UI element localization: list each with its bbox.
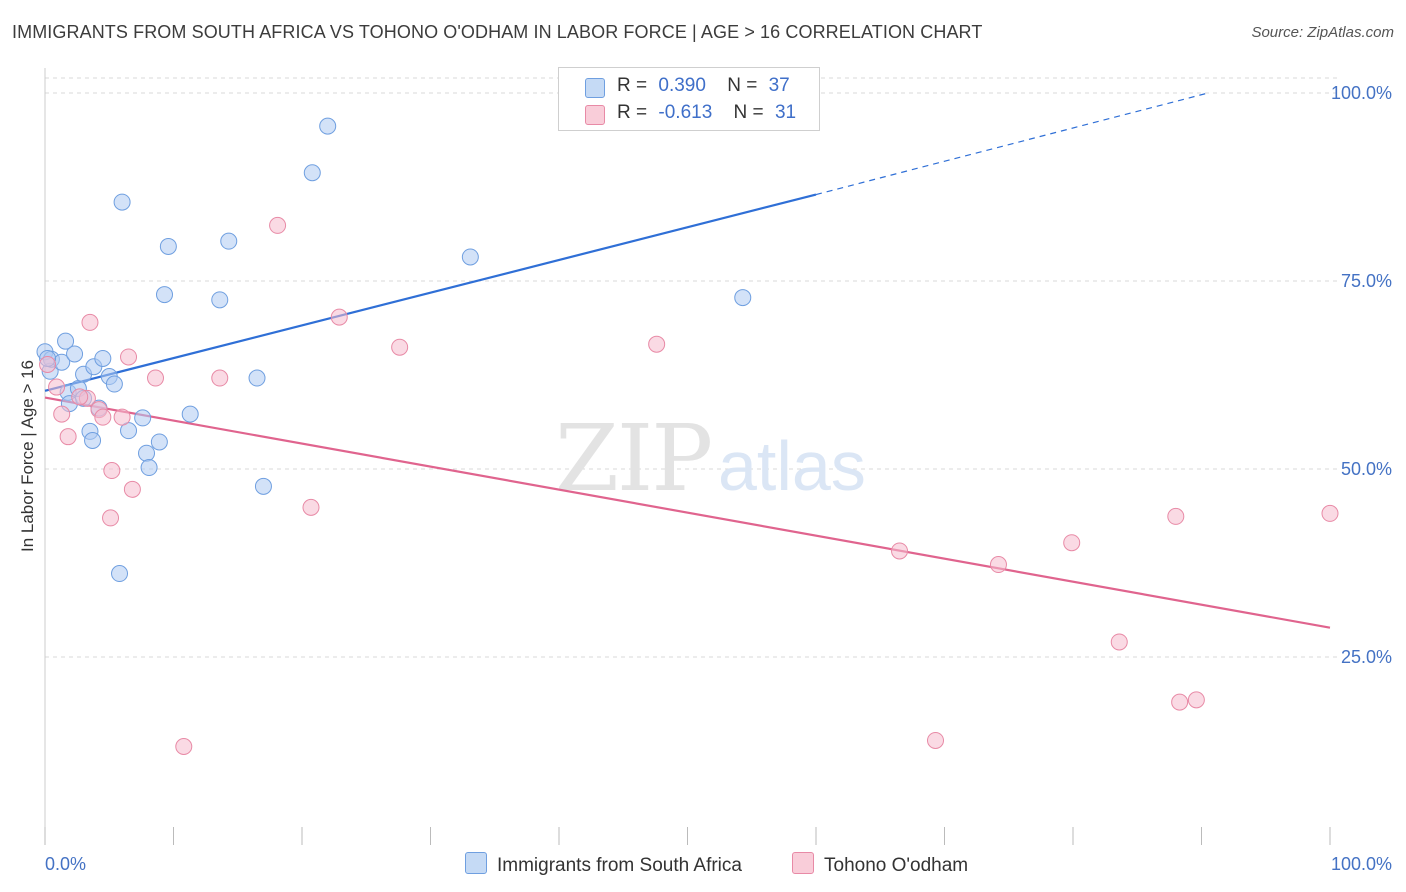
blue-point [248,369,266,387]
blue-point [254,477,272,495]
x-tick-label: 0.0% [45,854,86,874]
pink-point [391,338,409,356]
blue-point [105,375,123,393]
pink-point [211,369,229,387]
bottom-legend-label-pink: Tohono O'odham [824,855,969,876]
pink-point [113,408,131,426]
blue-point [220,232,238,250]
y-tick-label: 25.0% [1341,647,1392,667]
axes [44,68,1331,845]
blue-point [111,565,129,583]
bottom-legend-swatch-pink [792,852,814,874]
y-tick-label: 100.0% [1331,83,1392,103]
pink-point [48,378,66,396]
chart-title: IMMIGRANTS FROM SOUTH AFRICA VS TOHONO O… [12,22,983,42]
legend-r-value: -0.613 [658,102,713,123]
pink-point [1110,633,1128,651]
blue-point [734,289,752,307]
trend-lines [44,92,1331,629]
pink-point [102,509,120,527]
trend-line-blue [44,193,817,392]
x-tick-label: 100.0% [1331,854,1392,874]
pink-point [175,737,193,755]
pink-point [103,462,121,480]
y-tick-label: 50.0% [1341,459,1392,479]
blue-point [94,349,112,367]
gridlines [45,77,1338,658]
pink-point [269,216,287,234]
blue-point [134,409,152,427]
pink-point [1321,504,1339,522]
blue-point [140,459,158,477]
pink-point [330,308,348,326]
legend-r-value: 0.390 [658,75,706,96]
blue-point [150,433,168,451]
pink-point [891,542,909,560]
legend-n-value: 37 [768,75,790,96]
tick-labels: 25.0% 50.0% 75.0% 100.0% 0.0% 100.0% [45,83,1392,874]
pink-point [648,335,666,353]
y-tick-label: 75.0% [1341,271,1392,291]
pink-point [59,428,77,446]
watermark-zip: ZIP [555,405,711,512]
pink-point [120,348,138,366]
legend-n-label: N = [733,102,764,123]
legend-swatch-blue [585,78,605,98]
pink-point [1187,691,1205,709]
blue-point [66,345,84,363]
bottom-legend-pink: Tohono O'odham [792,852,968,877]
pink-point [302,498,320,516]
legend-swatch-pink [585,105,605,125]
data-points [36,117,1339,755]
watermark-atlas: atlas [718,427,866,505]
pink-point [927,731,945,749]
blue-point [113,193,131,211]
pink-point [1167,507,1185,525]
blue-point [303,164,321,182]
blue-point [159,237,177,255]
pink-point [1171,693,1189,711]
stats-legend: R = 0.390 N = 37 R = -0.613 N = 31 [558,67,820,131]
pink-point [71,388,89,406]
blue-point [138,444,156,462]
legend-n-label: N = [727,75,758,96]
bottom-legend-label-blue: Immigrants from South Africa [497,855,742,876]
source-credit: Source: ZipAtlas.com [1251,24,1394,41]
blue-point [181,405,199,423]
blue-point [211,291,229,309]
bottom-legend-blue: Immigrants from South Africa [465,852,742,877]
pink-point [39,355,57,373]
pink-point [123,480,141,498]
blue-point [461,248,479,266]
blue-point [57,332,75,350]
pink-point [94,408,112,426]
trend-line-blue-dashed [815,92,1209,196]
pink-point [53,405,71,423]
pink-point [989,556,1007,574]
pink-point [81,313,99,331]
bottom-legend-swatch-blue [465,852,487,874]
blue-point [319,117,337,135]
blue-point [84,431,102,449]
legend-r-label: R = [617,75,648,96]
pink-point [1063,534,1081,552]
legend-n-value: 31 [774,102,797,123]
pink-point [147,369,165,387]
trend-line-pink [44,396,1331,629]
legend-r-label: R = [617,102,648,123]
blue-point [156,286,174,304]
